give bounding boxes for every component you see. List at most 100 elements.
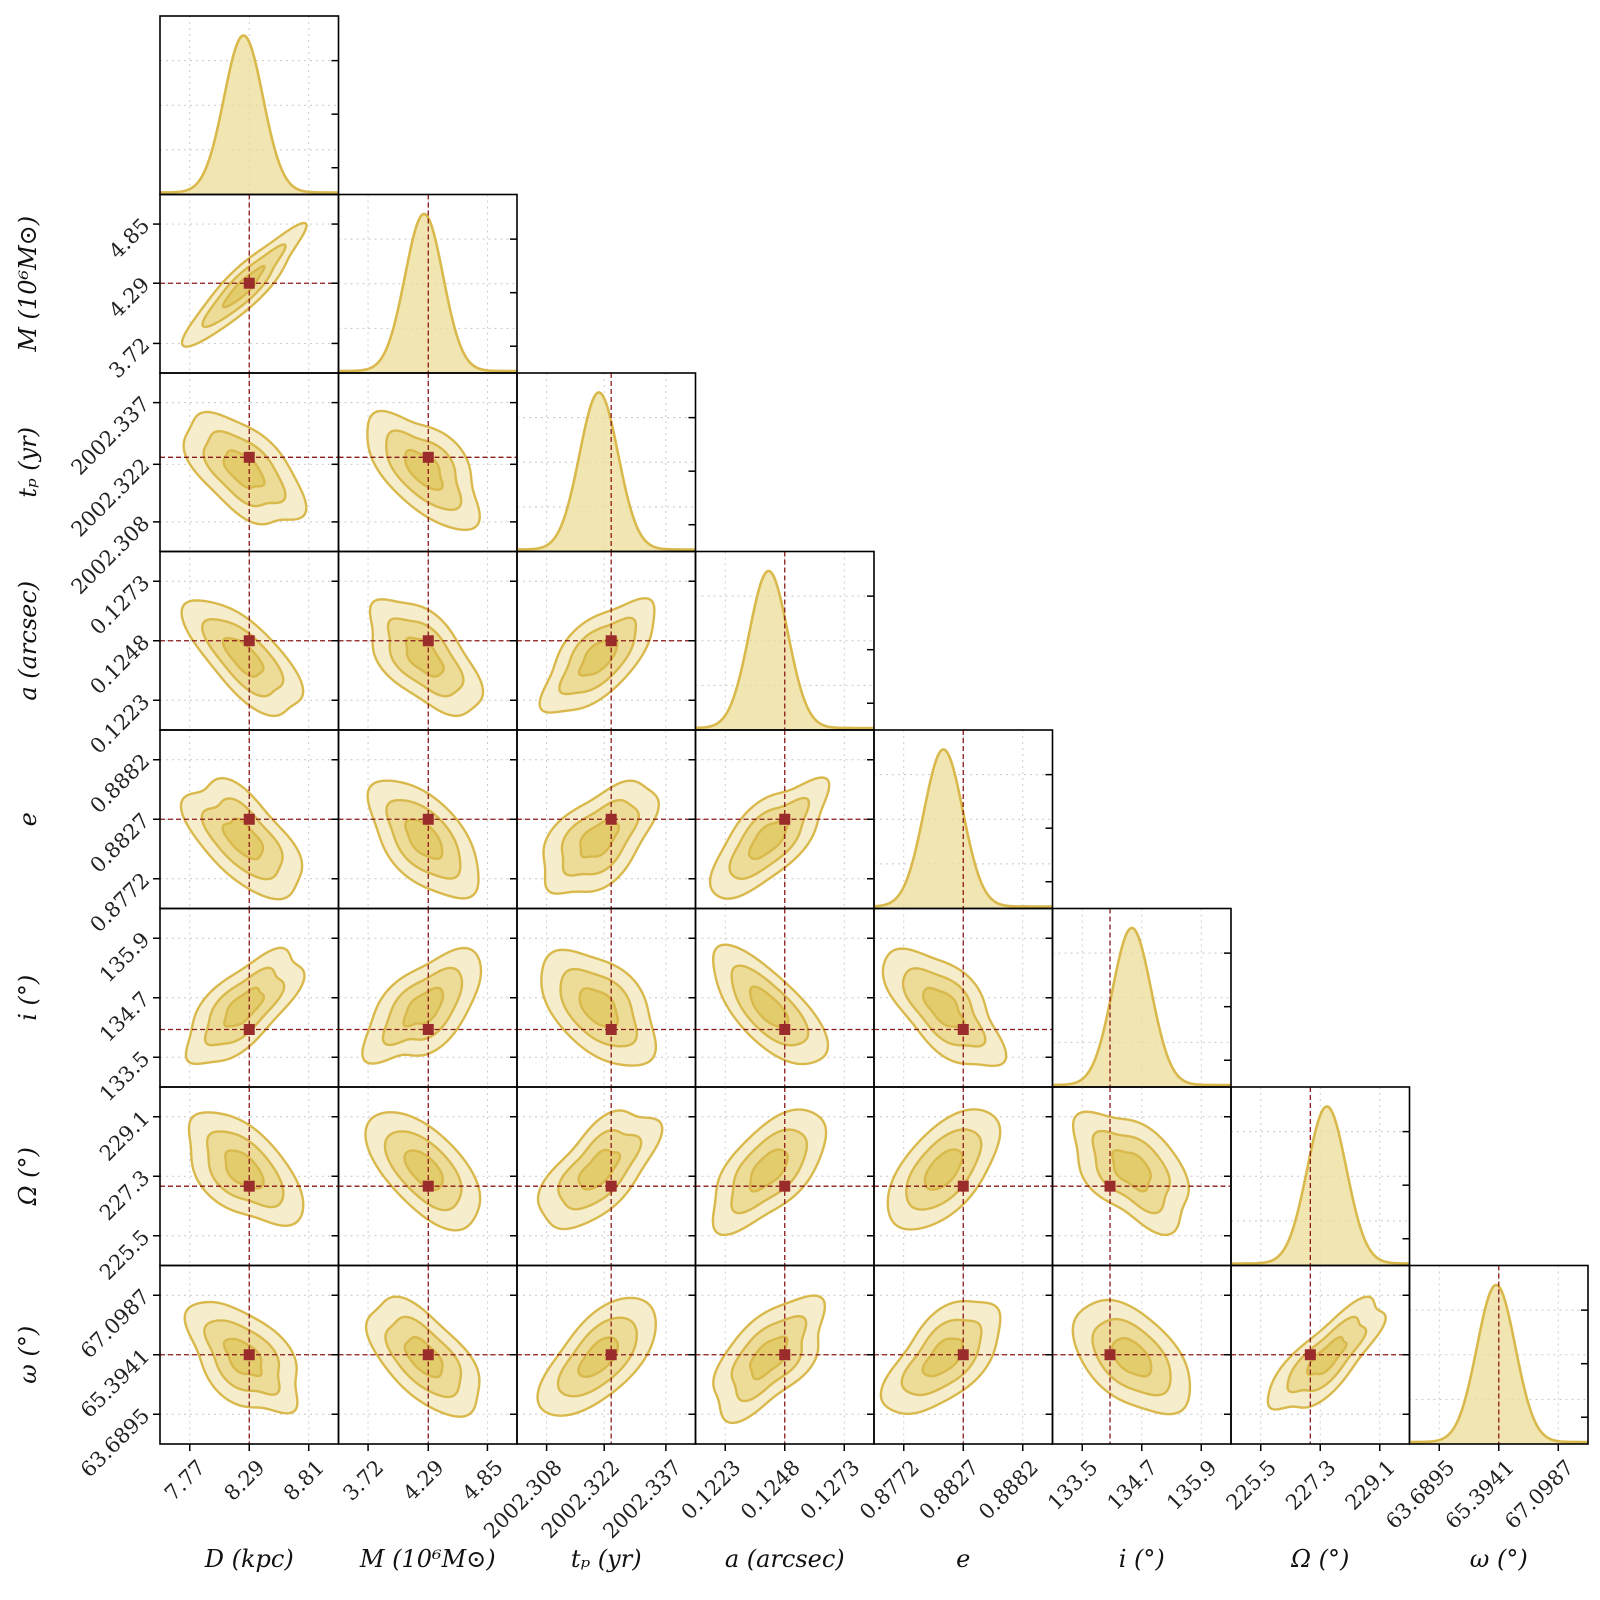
panel-3-0 — [153, 550, 340, 731]
ytick-label-5-2: 135.9 — [95, 928, 154, 987]
panel-3-1 — [337, 550, 518, 731]
contour-1sigma — [747, 817, 790, 861]
contour-1sigma — [223, 986, 266, 1028]
contour-1sigma — [921, 1337, 964, 1378]
marginal-curve — [160, 34, 339, 194]
truth-marker — [243, 1023, 255, 1035]
truth-marker — [1304, 1349, 1316, 1361]
panel-6-3 — [694, 1086, 875, 1267]
marginal-fill — [1231, 1106, 1410, 1266]
marginal-curve — [517, 391, 696, 551]
ytick-label-1-0: 3.72 — [104, 333, 154, 383]
truth-marker — [422, 1349, 434, 1361]
xtick-label-4-0: 0.8772 — [855, 1455, 924, 1524]
xaxis-title-0: D (kpc) — [204, 1545, 294, 1573]
panel-7-1 — [337, 1264, 518, 1451]
truth-marker — [243, 1180, 255, 1192]
truth-marker — [605, 1180, 617, 1192]
ytick-label-6-1: 227.3 — [95, 1166, 154, 1225]
xtick-label-1-1: 4.29 — [399, 1455, 449, 1505]
contour-1sigma — [402, 986, 445, 1028]
panel-5-4 — [873, 907, 1054, 1088]
panel-1-1 — [337, 193, 518, 374]
xtick-label-1-2: 4.85 — [458, 1455, 508, 1505]
xaxis-title-4: e — [956, 1545, 970, 1573]
ytick-label-5-0: 133.5 — [95, 1047, 154, 1106]
contour-1sigma — [403, 1149, 444, 1192]
panel-6-1 — [337, 1086, 518, 1267]
truth-marker — [243, 813, 255, 825]
truth-marker — [779, 813, 791, 825]
truth-marker — [605, 635, 617, 647]
marginal-fill — [517, 392, 696, 552]
xtick-label-4-2: 0.8882 — [974, 1455, 1043, 1524]
contour-1sigma — [222, 449, 266, 490]
truth-marker — [605, 1023, 617, 1035]
panel-4-1 — [337, 729, 518, 910]
ytick-label-6-2: 229.1 — [95, 1106, 154, 1165]
panel-0-0 — [159, 15, 340, 196]
xtick-label-5-0: 133.5 — [1043, 1455, 1102, 1514]
marginal-curve — [1231, 1105, 1410, 1265]
yaxis-title-5: i (°) — [14, 975, 42, 1021]
panel-4-4 — [873, 729, 1054, 910]
yaxis-title-2: tₚ (yr) — [14, 427, 42, 498]
xaxis-title-1: M (10⁶M⊙) — [359, 1545, 496, 1573]
xtick-label-3-0: 0.1223 — [677, 1455, 746, 1524]
marginal-curve — [1052, 926, 1231, 1087]
marginal-fill — [1052, 927, 1231, 1087]
truth-marker — [1104, 1349, 1116, 1361]
ytick-label-6-0: 225.5 — [95, 1225, 154, 1284]
xtick-label-0-0: 7.77 — [160, 1455, 210, 1505]
panel-5-5 — [1051, 907, 1232, 1088]
truth-marker — [605, 813, 617, 825]
xtick-label-6-1: 227.3 — [1281, 1455, 1340, 1514]
ytick-label-4-1: 0.8827 — [85, 809, 154, 878]
yaxis-title-4: e — [14, 812, 42, 826]
panel-5-2 — [516, 907, 697, 1088]
truth-marker — [957, 1180, 969, 1192]
panel-7-7 — [1408, 1264, 1589, 1451]
yaxis-title-1: M (10⁶M⊙) — [14, 216, 42, 353]
contour-1sigma — [221, 636, 265, 678]
panel-2-2 — [516, 372, 697, 553]
panel-7-4 — [873, 1264, 1054, 1451]
contour-1sigma — [577, 1336, 620, 1378]
ytick-label-5-1: 134.7 — [95, 987, 154, 1046]
truth-marker — [243, 1349, 255, 1361]
panel-7-3 — [694, 1264, 875, 1451]
panel-4-3 — [694, 729, 875, 910]
truth-marker — [422, 813, 434, 825]
xaxis-title-2: tₚ (yr) — [571, 1545, 642, 1573]
panel-7-6 — [1230, 1264, 1411, 1451]
truth-marker — [422, 1023, 434, 1035]
yaxis-title-3: a (arcsec) — [14, 581, 42, 701]
panel-6-2 — [516, 1086, 697, 1267]
contour-1sigma — [224, 1149, 265, 1190]
truth-marker — [243, 451, 255, 463]
xaxis-title-3: a (arcsec) — [725, 1545, 845, 1573]
contour-1sigma — [748, 1148, 789, 1193]
xaxis-title-7: ω (°) — [1470, 1545, 1528, 1573]
truth-marker — [957, 1349, 969, 1361]
contour-1sigma — [222, 1337, 263, 1378]
panel-6-4 — [873, 1086, 1054, 1267]
panel-6-0 — [153, 1086, 340, 1267]
contour-1sigma — [1306, 1335, 1348, 1376]
ytick-label-3-1: 0.1248 — [85, 630, 154, 699]
panel-2-0 — [153, 372, 340, 553]
panel-1-0 — [153, 193, 340, 374]
yaxis-title-6: Ω (°) — [14, 1147, 42, 1206]
panel-4-0 — [153, 729, 340, 910]
panel-3-2 — [516, 550, 697, 731]
panel-7-2 — [516, 1264, 697, 1451]
xtick-label-5-1: 134.7 — [1103, 1455, 1162, 1514]
panel-5-3 — [694, 907, 875, 1088]
contour-1sigma — [922, 986, 966, 1029]
ytick-label-3-0: 0.1223 — [85, 690, 154, 759]
panel-4-2 — [516, 729, 697, 910]
truth-marker — [779, 1023, 791, 1035]
xtick-label-5-2: 135.9 — [1162, 1455, 1221, 1514]
panel-6-5 — [1051, 1086, 1232, 1267]
